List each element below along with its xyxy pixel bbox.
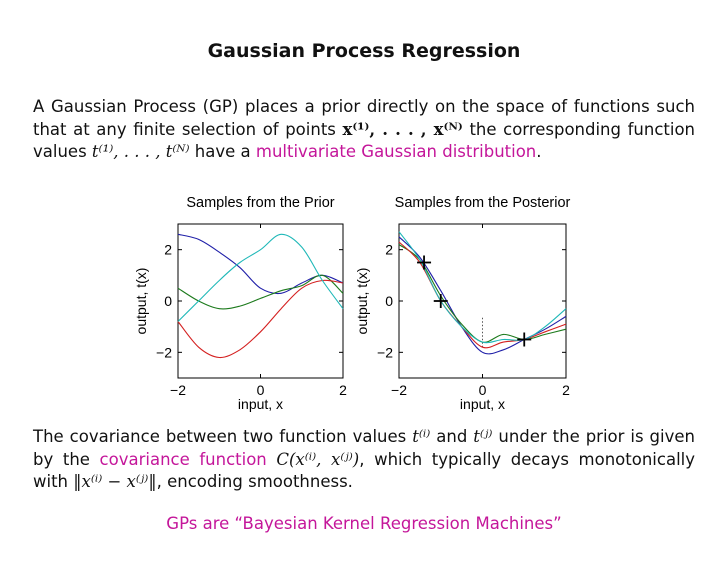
y-tick-label: −2 <box>377 344 393 360</box>
intro-math-points: x⁽¹⁾, . . . , x⁽ᴺ⁾ <box>342 119 463 139</box>
intro-text-3: have a <box>189 142 256 161</box>
series-line-4 <box>398 231 567 344</box>
y-axis-label: output, t(x) <box>354 268 370 335</box>
series-line-3 <box>177 279 344 359</box>
cov-text-2: and <box>430 427 474 446</box>
x-tick-label: 0 <box>257 382 265 398</box>
cov-text-1: The covariance between two function valu… <box>33 427 413 446</box>
cov-math-norm: ‖x⁽ⁱ⁾ − x⁽ʲ⁾‖ <box>73 472 157 491</box>
y-axis-label: output, t(x) <box>133 268 149 335</box>
cov-math-function: C(x⁽ⁱ⁾, x⁽ʲ⁾) <box>276 449 360 469</box>
y-tick-label: 2 <box>385 242 393 258</box>
y-tick-label: 0 <box>164 293 172 309</box>
plot-frame <box>398 223 567 379</box>
y-tick-label: 0 <box>385 293 393 309</box>
x-tick-label: 2 <box>562 382 570 398</box>
intro-text-2: the corresponding function values <box>33 119 696 162</box>
intro-text-1: A Gaussian Process (GP) places a prior d… <box>33 97 695 139</box>
cov-text-5: , encoding smoothness. <box>156 472 353 491</box>
x-axis-label: input, x <box>460 396 505 412</box>
cov-math-ti: t⁽ⁱ⁾ <box>412 427 431 446</box>
slide-title: Gaussian Process Regression <box>207 40 521 62</box>
conclusion-text: GPs are “Bayesian Kernel Regression Mach… <box>166 514 562 533</box>
x-axis-label: input, x <box>238 396 283 412</box>
chart-title: Samples from the Prior <box>186 195 334 211</box>
observation-marker <box>517 332 532 347</box>
series-line-3 <box>398 241 567 349</box>
link-covariance-function[interactable]: covariance function <box>99 449 267 469</box>
cov-math-tj: t⁽ʲ⁾ <box>473 427 493 446</box>
chart-title: Samples from the Posterior <box>395 195 571 211</box>
y-tick-label: 2 <box>164 242 172 258</box>
observation-marker <box>417 255 432 270</box>
intro-text-4: . <box>536 142 542 161</box>
x-tick-label: −2 <box>170 382 186 398</box>
x-tick-label: 2 <box>339 382 347 398</box>
prior-chart: Samples from the Prior −2 −2 0 0 2 2 input, x ou… <box>133 195 347 412</box>
cov-text-3: under the prior is given by the <box>33 427 695 469</box>
x-tick-label: −2 <box>391 382 407 398</box>
series-line-2 <box>177 274 344 310</box>
observation-marker <box>433 294 448 308</box>
series-line-4 <box>177 233 344 322</box>
intro-math-values: t⁽¹⁾, . . . , t⁽ᴺ⁾ <box>91 142 190 161</box>
intro-paragraph: A Gaussian Process (GP) places a prior d… <box>33 96 695 164</box>
posterior-chart: Samples from the Posterior −2 −2 0 0 2 2 input,… <box>354 195 571 412</box>
plot-frame <box>177 223 344 379</box>
series-line-1 <box>398 236 567 355</box>
covariance-paragraph: The covariance between two function valu… <box>33 426 695 494</box>
y-tick-label: −2 <box>156 344 172 360</box>
x-tick-label: 0 <box>479 382 487 398</box>
charts-figure: Samples from the Prior −2 −2 0 0 2 2 input, x ou… <box>133 195 571 412</box>
link-multivariate-gaussian[interactable]: multivariate Gaussian distribution <box>255 142 537 161</box>
cov-text-4: , which typically decays monotonically w… <box>33 449 695 492</box>
